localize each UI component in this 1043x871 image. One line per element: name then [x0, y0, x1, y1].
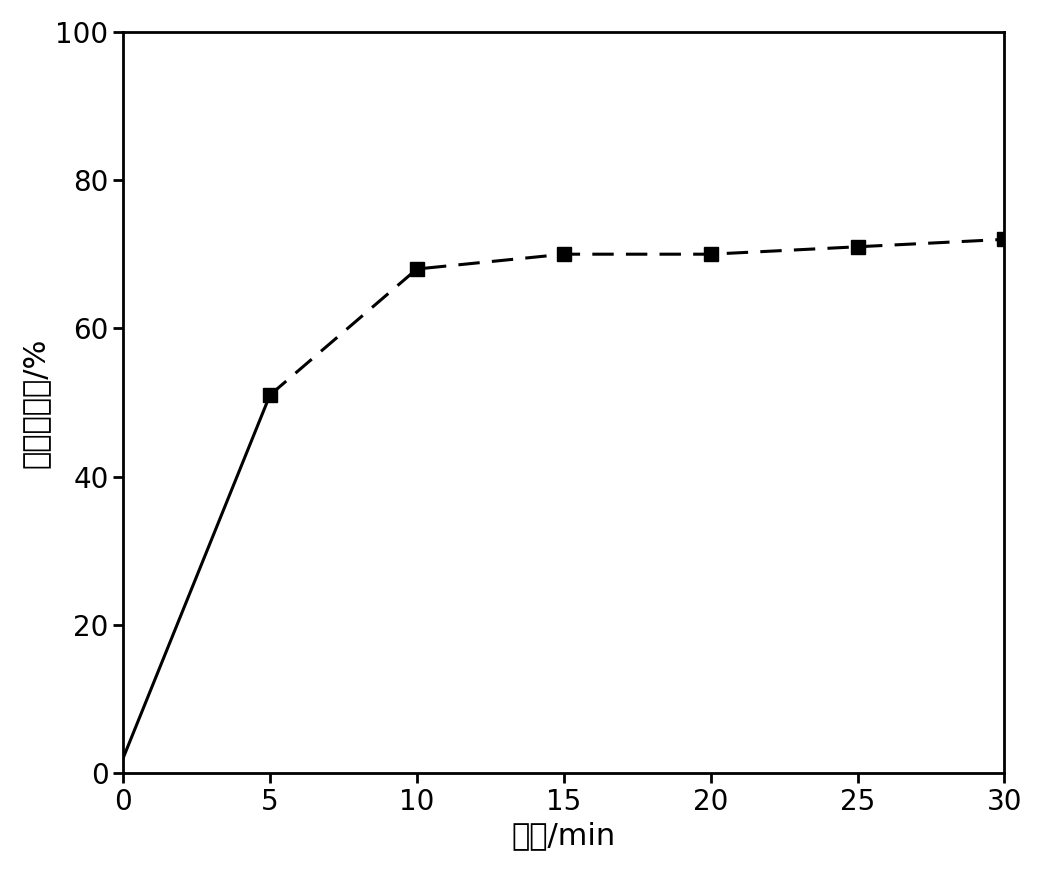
- X-axis label: 时间/min: 时间/min: [512, 821, 615, 850]
- Y-axis label: 甲醒去除率/%: 甲醒去除率/%: [21, 337, 50, 468]
